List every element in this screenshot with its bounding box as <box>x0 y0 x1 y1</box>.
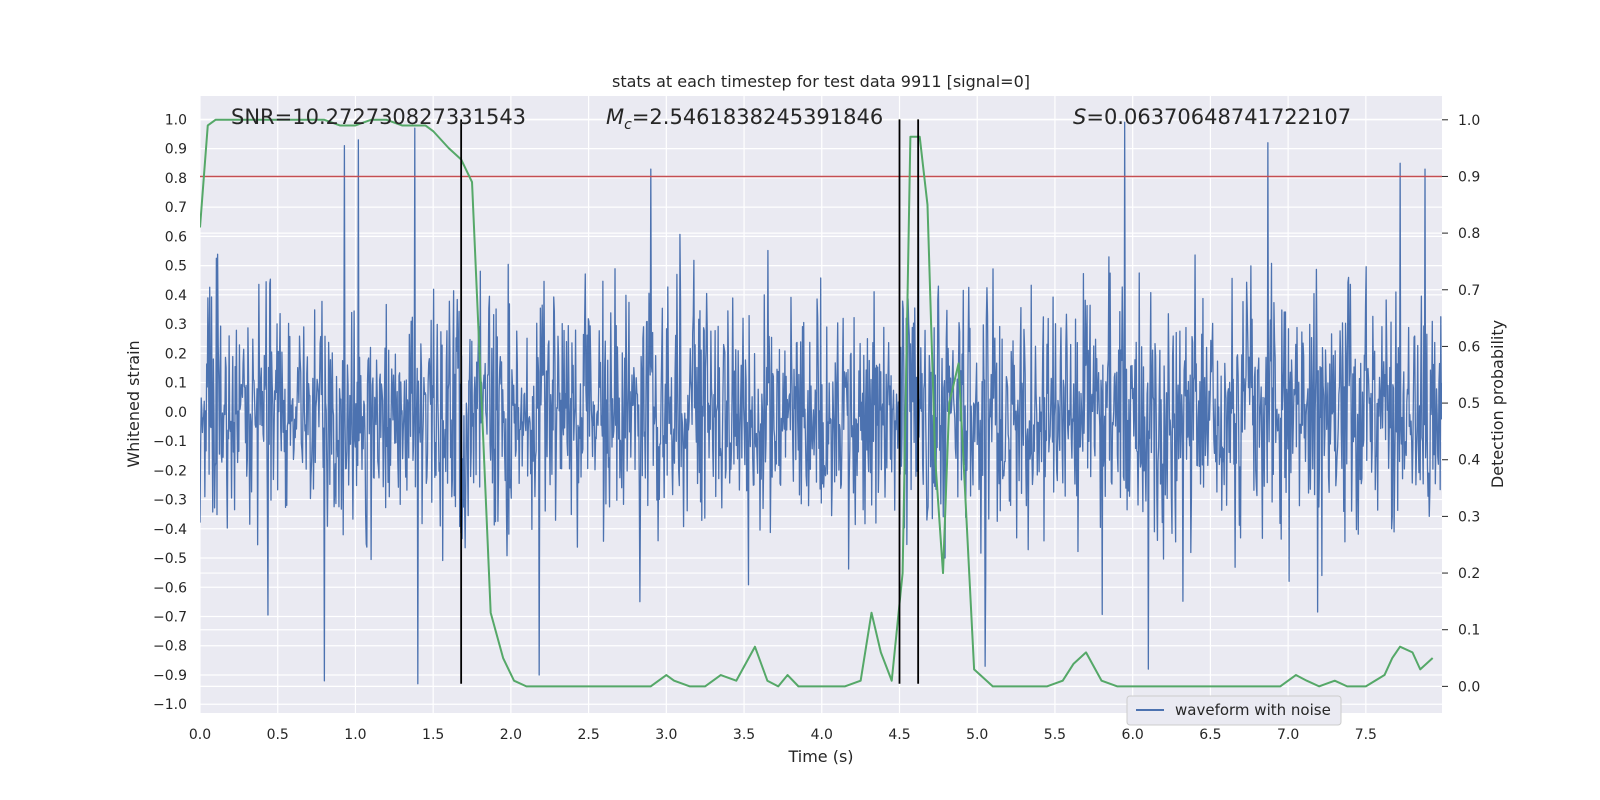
y-tick-label-left: −0.1 <box>153 434 187 450</box>
y-axis-label-left: Whitened strain <box>124 340 143 467</box>
snr-annotation: SNR=10.272730827331543 <box>231 105 526 129</box>
legend-box <box>1126 695 1342 726</box>
y-tick-label-left: 1.0 <box>165 112 187 128</box>
x-tick-label: 4.0 <box>811 727 833 743</box>
y-tick-label-left: 0.5 <box>165 259 187 275</box>
y-tick-label-right: 0.2 <box>1458 566 1480 582</box>
y-tick-label-left: −0.9 <box>153 668 187 684</box>
y-tick-label-right: 0.9 <box>1458 169 1480 185</box>
y-tick-label-left: 0.3 <box>165 317 187 333</box>
y-tick-label-left: 0.4 <box>165 288 187 304</box>
chirp-mass-symbol: M <box>606 105 624 129</box>
s-symbol: S <box>1073 105 1086 129</box>
x-tick-label: 5.0 <box>966 727 988 743</box>
y-tick-label-left: 0.6 <box>165 229 187 245</box>
y-tick-label-right: 0.7 <box>1458 283 1480 299</box>
x-tick-label: 2.0 <box>500 727 522 743</box>
x-tick-label: 0.5 <box>267 727 289 743</box>
y-tick-label-left: 0.1 <box>165 376 187 392</box>
x-tick-label: 3.0 <box>655 727 677 743</box>
x-tick-label: 5.5 <box>1044 727 1066 743</box>
x-tick-label: 4.5 <box>888 727 910 743</box>
legend: waveform with noise <box>1126 695 1342 726</box>
chirp-mass-subscript: c <box>624 117 632 133</box>
x-tick-label: 7.0 <box>1277 727 1299 743</box>
y-tick-label-left: 0.2 <box>165 346 187 362</box>
y-tick-label-left: 0.0 <box>165 405 187 421</box>
x-tick-label: 0.0 <box>189 727 211 743</box>
y-axis-label-right: Detection probability <box>1488 320 1507 488</box>
y-tick-label-left: −0.4 <box>153 522 187 538</box>
waveform-with-noise-series <box>200 121 1442 685</box>
y-tick-label-left: −0.7 <box>153 610 187 626</box>
s-annotation: S=0.06370648741722107 <box>1073 105 1351 129</box>
x-tick-label: 1.5 <box>422 727 444 743</box>
detection-probability-series <box>200 118 1434 688</box>
y-tick-label-left: −1.0 <box>153 697 187 713</box>
y-tick-label-right: 0.0 <box>1458 679 1480 695</box>
chirp-mass-annotation: Mc=2.5461838245391846 <box>606 105 883 133</box>
tick-layer: 0.0 0.5 1.0 1.5 2.0 2.5 3.0 3.5 4.0 4.5 5.0 5.5 6.0 6… <box>153 112 1480 743</box>
y-tick-label-left: −0.8 <box>153 639 187 655</box>
x-tick-label: 7.5 <box>1355 727 1377 743</box>
s-value: =0.06370648741722107 <box>1086 105 1351 129</box>
y-tick-label-right: 0.6 <box>1458 339 1480 355</box>
x-tick-label: 1.0 <box>344 727 366 743</box>
y-tick-label-right: 0.3 <box>1458 509 1480 525</box>
y-tick-label-left: 0.9 <box>165 142 187 158</box>
x-tick-label: 6.5 <box>1199 727 1221 743</box>
x-axis-label: Time (s) <box>787 747 853 766</box>
y-tick-label-right: 0.5 <box>1458 396 1480 412</box>
y-tick-label-left: 0.7 <box>165 200 187 216</box>
waveform-layer <box>200 121 1442 685</box>
x-tick-label: 2.5 <box>577 727 599 743</box>
chirp-mass-value: =2.5461838245391846 <box>632 105 883 129</box>
y-tick-label-left: −0.5 <box>153 551 187 567</box>
y-tick-label-right: 0.1 <box>1458 623 1480 639</box>
y-tick-label-left: −0.6 <box>153 580 187 596</box>
x-tick-label: 3.5 <box>733 727 755 743</box>
y-tick-label-right: 0.8 <box>1458 226 1480 242</box>
y-tick-label-right: 1.0 <box>1458 113 1480 129</box>
y-tick-label-right: 0.4 <box>1458 453 1480 469</box>
chart-title: stats at each timestep for test data 991… <box>612 72 1030 91</box>
legend-label: waveform with noise <box>1175 701 1331 719</box>
y-tick-label-left: −0.2 <box>153 463 187 479</box>
x-tick-label: 6.0 <box>1122 727 1144 743</box>
y-tick-label-left: 0.8 <box>165 171 187 187</box>
y-tick-label-left: −0.3 <box>153 493 187 509</box>
marker-layer <box>460 119 920 684</box>
probability-layer <box>200 118 1434 688</box>
